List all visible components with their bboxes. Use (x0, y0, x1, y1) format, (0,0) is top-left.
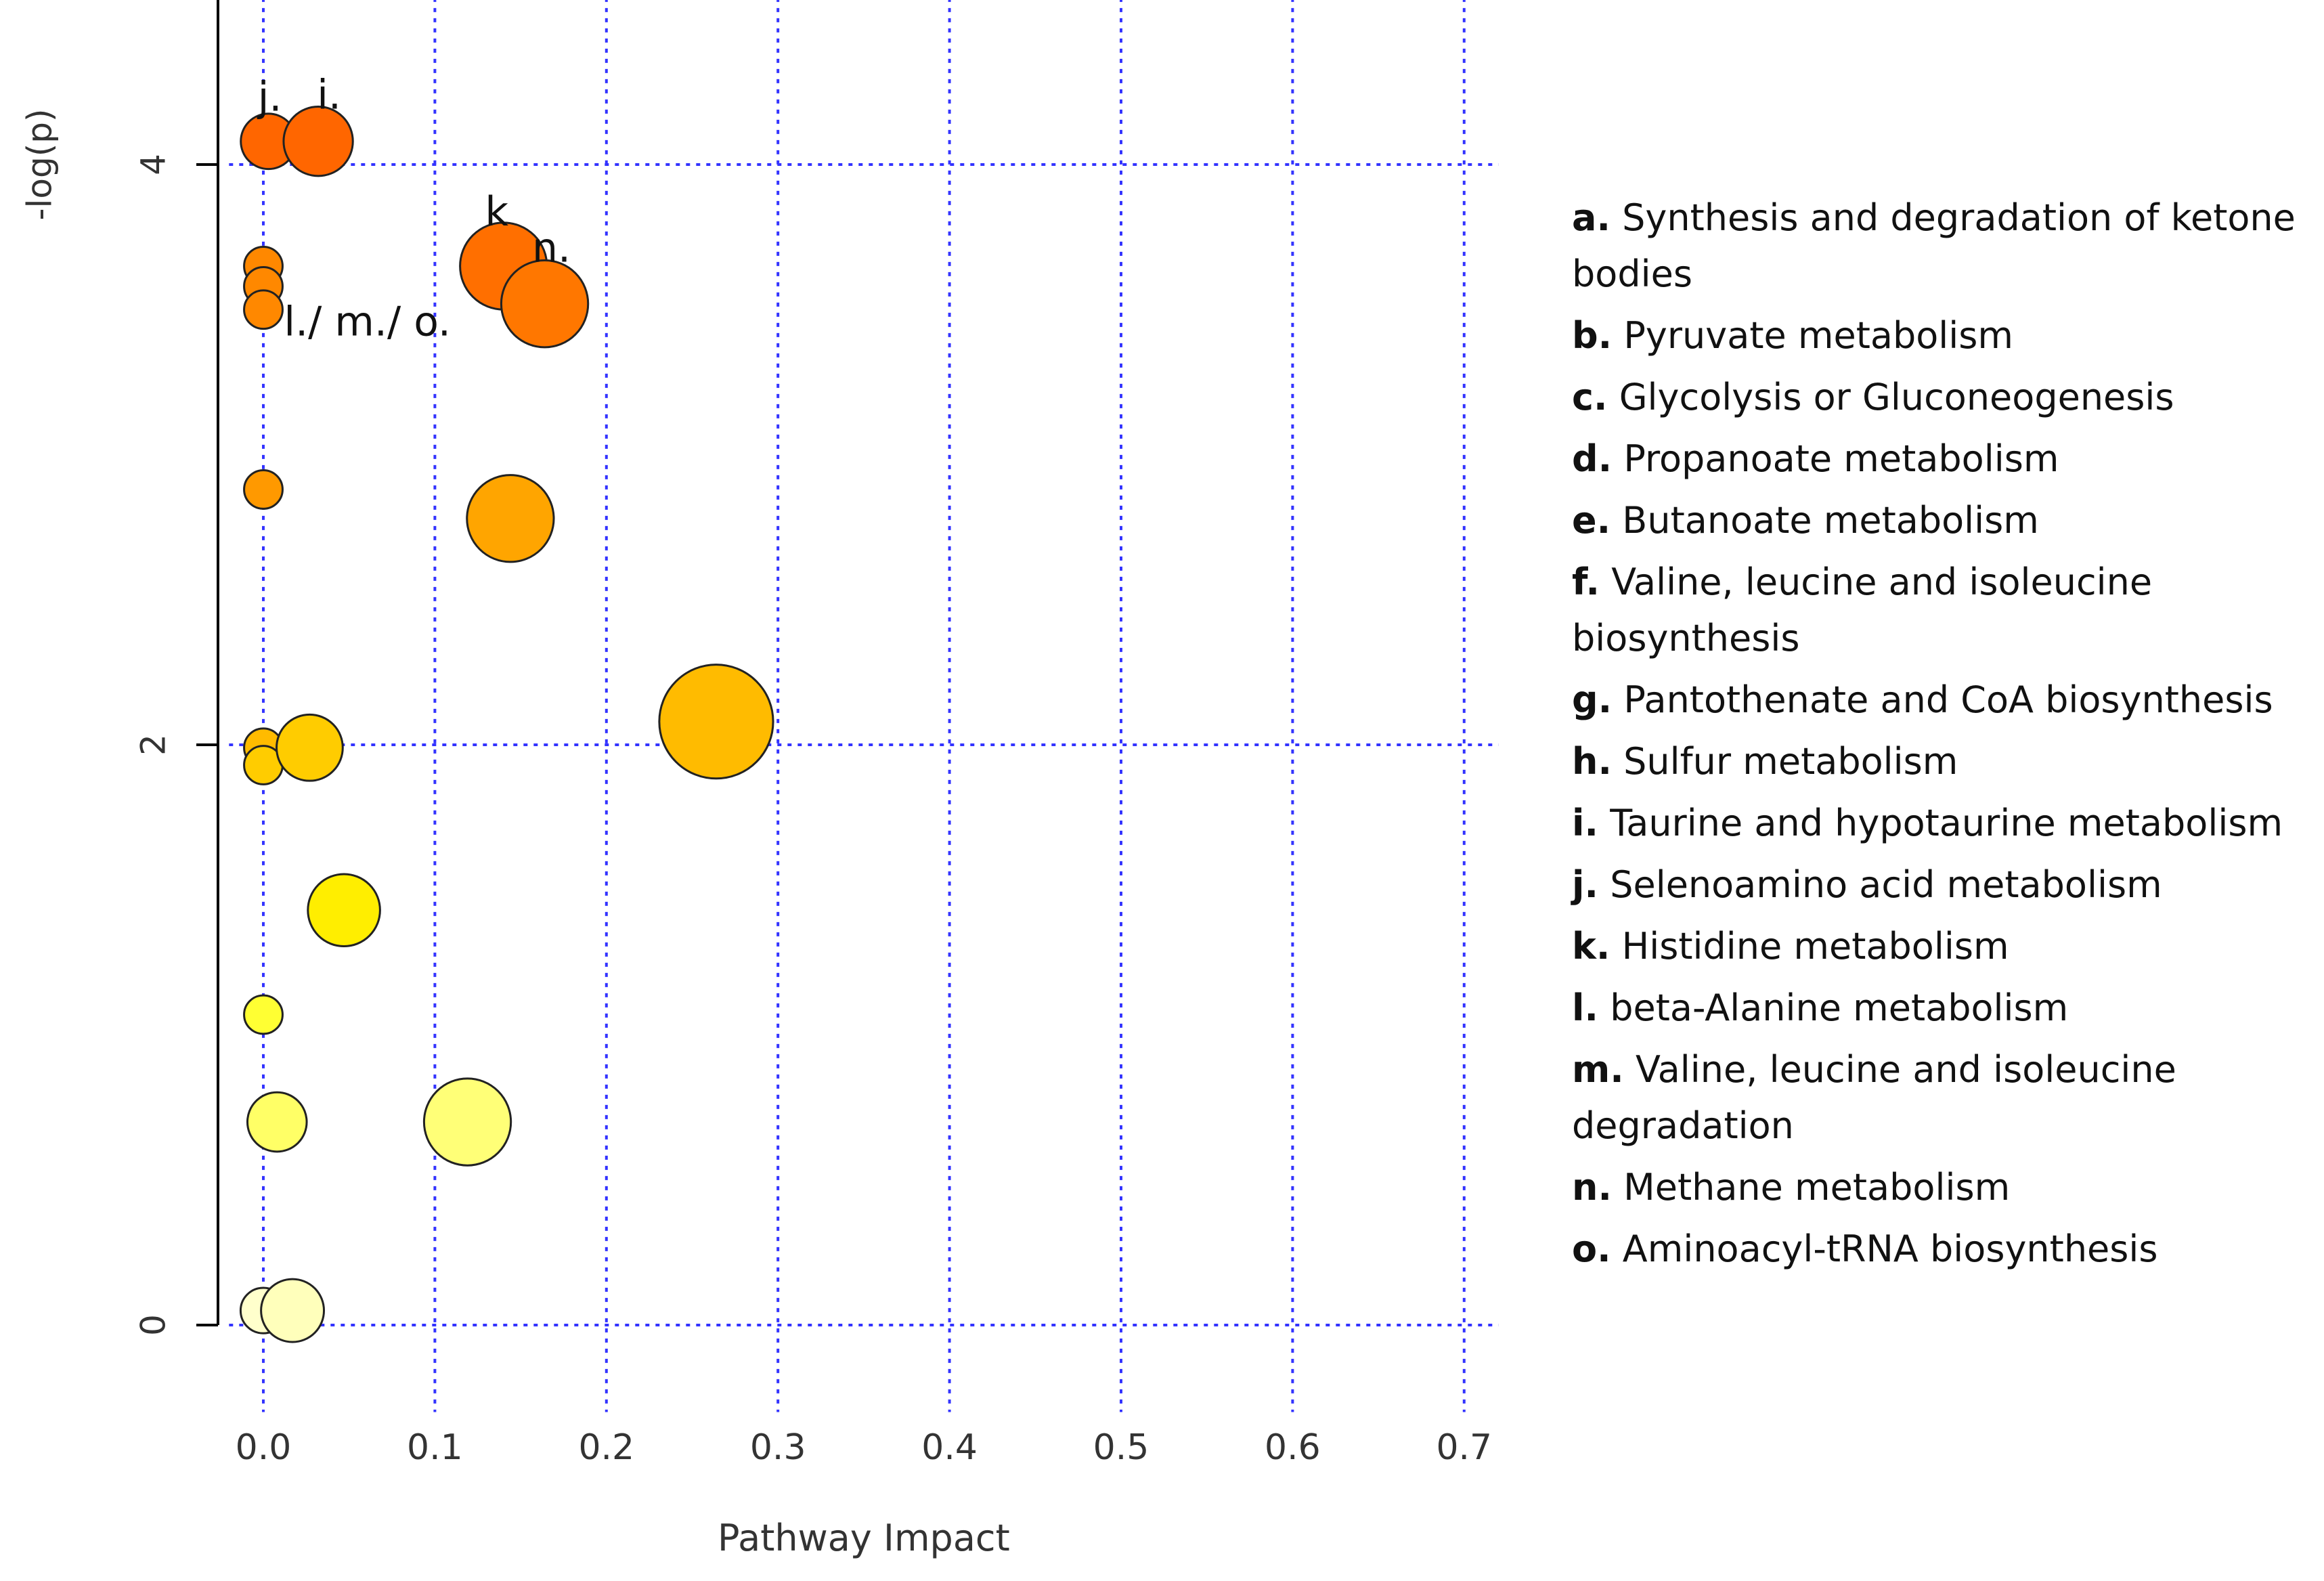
legend-letter: i. (1572, 802, 1599, 844)
x-axis-title: Pathway Impact (718, 1517, 1010, 1559)
data-point (422, 1077, 512, 1167)
legend-text: Pyruvate metabolism (1612, 314, 2014, 357)
data-point (282, 106, 354, 177)
pathway-impact-scatter-plot: 02468-log(p)0.00.10.20.30.40.50.60.7Path… (20, 0, 1499, 1559)
legend-text: beta-Alanine metabolism (1598, 987, 2069, 1029)
legend-item: f. Valine, leucine and isoleucine biosyn… (1572, 554, 2317, 666)
legend-item: c. Glycolysis or Gluconeogenesis (1572, 369, 2317, 425)
legend-item: a. Synthesis and degradation of ketone b… (1572, 190, 2317, 302)
annotation-label: l./ m./ o. (284, 298, 451, 345)
legend-letter: h. (1572, 740, 1612, 783)
legend-item: g. Pantothenate and CoA biosynthesis (1572, 672, 2317, 728)
legend-letter: e. (1572, 499, 1611, 542)
legend-text: Synthesis and degradation of ketone bodi… (1572, 196, 2296, 295)
legend-text: Histidine metabolism (1610, 925, 2009, 968)
legend-letter: b. (1572, 314, 1613, 357)
legend-text: Glycolysis or Gluconeogenesis (1607, 376, 2174, 418)
legend-text: Valine, leucine and isoleucine degradati… (1572, 1048, 2176, 1147)
data-point-label: i. (317, 72, 341, 119)
y-tick-label: 2 (134, 734, 173, 756)
legend-letter: k. (1572, 925, 1610, 968)
data-point (307, 873, 381, 948)
data-point (243, 994, 284, 1035)
data-point (243, 289, 284, 330)
legend-item: j. Selenoamino acid metabolism (1572, 857, 2317, 913)
y-tick-label: 4 (134, 154, 173, 175)
legend-item: h. Sulfur metabolism (1572, 733, 2317, 789)
x-tick-label: 0.2 (578, 1427, 634, 1468)
data-point-label: n. (532, 225, 571, 272)
legend-item: n. Methane metabolism (1572, 1159, 2317, 1215)
legend-letter: o. (1572, 1228, 1611, 1270)
data-point (466, 474, 555, 563)
legend-item: l. beta-Alanine metabolism (1572, 980, 2317, 1036)
legend-letter: g. (1572, 678, 1613, 721)
x-tick-label: 0.4 (921, 1427, 978, 1468)
legend-letter: l. (1572, 987, 1599, 1029)
legend-letter: a. (1572, 196, 1610, 239)
legend-item: o. Aminoacyl-tRNA biosynthesis (1572, 1221, 2317, 1277)
data-point (276, 713, 344, 782)
legend-item: k. Histidine metabolism (1572, 918, 2317, 974)
legend-text: Propanoate metabolism (1612, 437, 2059, 480)
pathway-legend: a. Synthesis and degradation of ketone b… (1572, 190, 2317, 1282)
legend-text: Taurine and hypotaurine metabolism (1598, 802, 2283, 844)
data-point (260, 1278, 326, 1343)
legend-letter: f. (1572, 561, 1600, 603)
legend-letter: m. (1572, 1048, 1624, 1091)
legend-text: Selenoamino acid metabolism (1598, 863, 2162, 906)
legend-text: Pantothenate and CoA biosynthesis (1612, 678, 2273, 721)
y-tick-label: 0 (134, 1314, 173, 1336)
data-point-label: j. (257, 74, 282, 121)
x-tick-label: 0.6 (1265, 1427, 1321, 1468)
legend-text: Aminoacyl-tRNA biosynthesis (1610, 1228, 2158, 1270)
data-point (243, 469, 284, 510)
x-tick-label: 0.3 (750, 1427, 806, 1468)
legend-letter: j. (1572, 863, 1599, 906)
legend-text: Valine, leucine and isoleucine biosynthe… (1572, 561, 2153, 659)
legend-text: Sulfur metabolism (1611, 740, 1958, 783)
data-point (658, 664, 774, 780)
legend-letter: d. (1572, 437, 1613, 480)
data-point-label: k (485, 188, 508, 236)
legend-letter: n. (1572, 1166, 1612, 1209)
y-axis-title: -log(p) (20, 108, 60, 220)
legend-text: Methane metabolism (1611, 1166, 2011, 1209)
data-point (246, 1091, 308, 1153)
data-point (500, 259, 590, 349)
legend-item: b. Pyruvate metabolism (1572, 307, 2317, 364)
legend-text: Butanoate metabolism (1610, 499, 2039, 542)
legend-item: e. Butanoate metabolism (1572, 492, 2317, 548)
legend-item: i. Taurine and hypotaurine metabolism (1572, 795, 2317, 851)
legend-item: d. Propanoate metabolism (1572, 431, 2317, 487)
x-tick-label: 0.0 (236, 1427, 292, 1468)
legend-item: m. Valine, leucine and isoleucine degrad… (1572, 1041, 2317, 1154)
x-tick-label: 0.7 (1436, 1427, 1492, 1468)
x-tick-label: 0.5 (1093, 1427, 1149, 1468)
legend-letter: c. (1572, 376, 1608, 418)
x-tick-label: 0.1 (407, 1427, 463, 1468)
